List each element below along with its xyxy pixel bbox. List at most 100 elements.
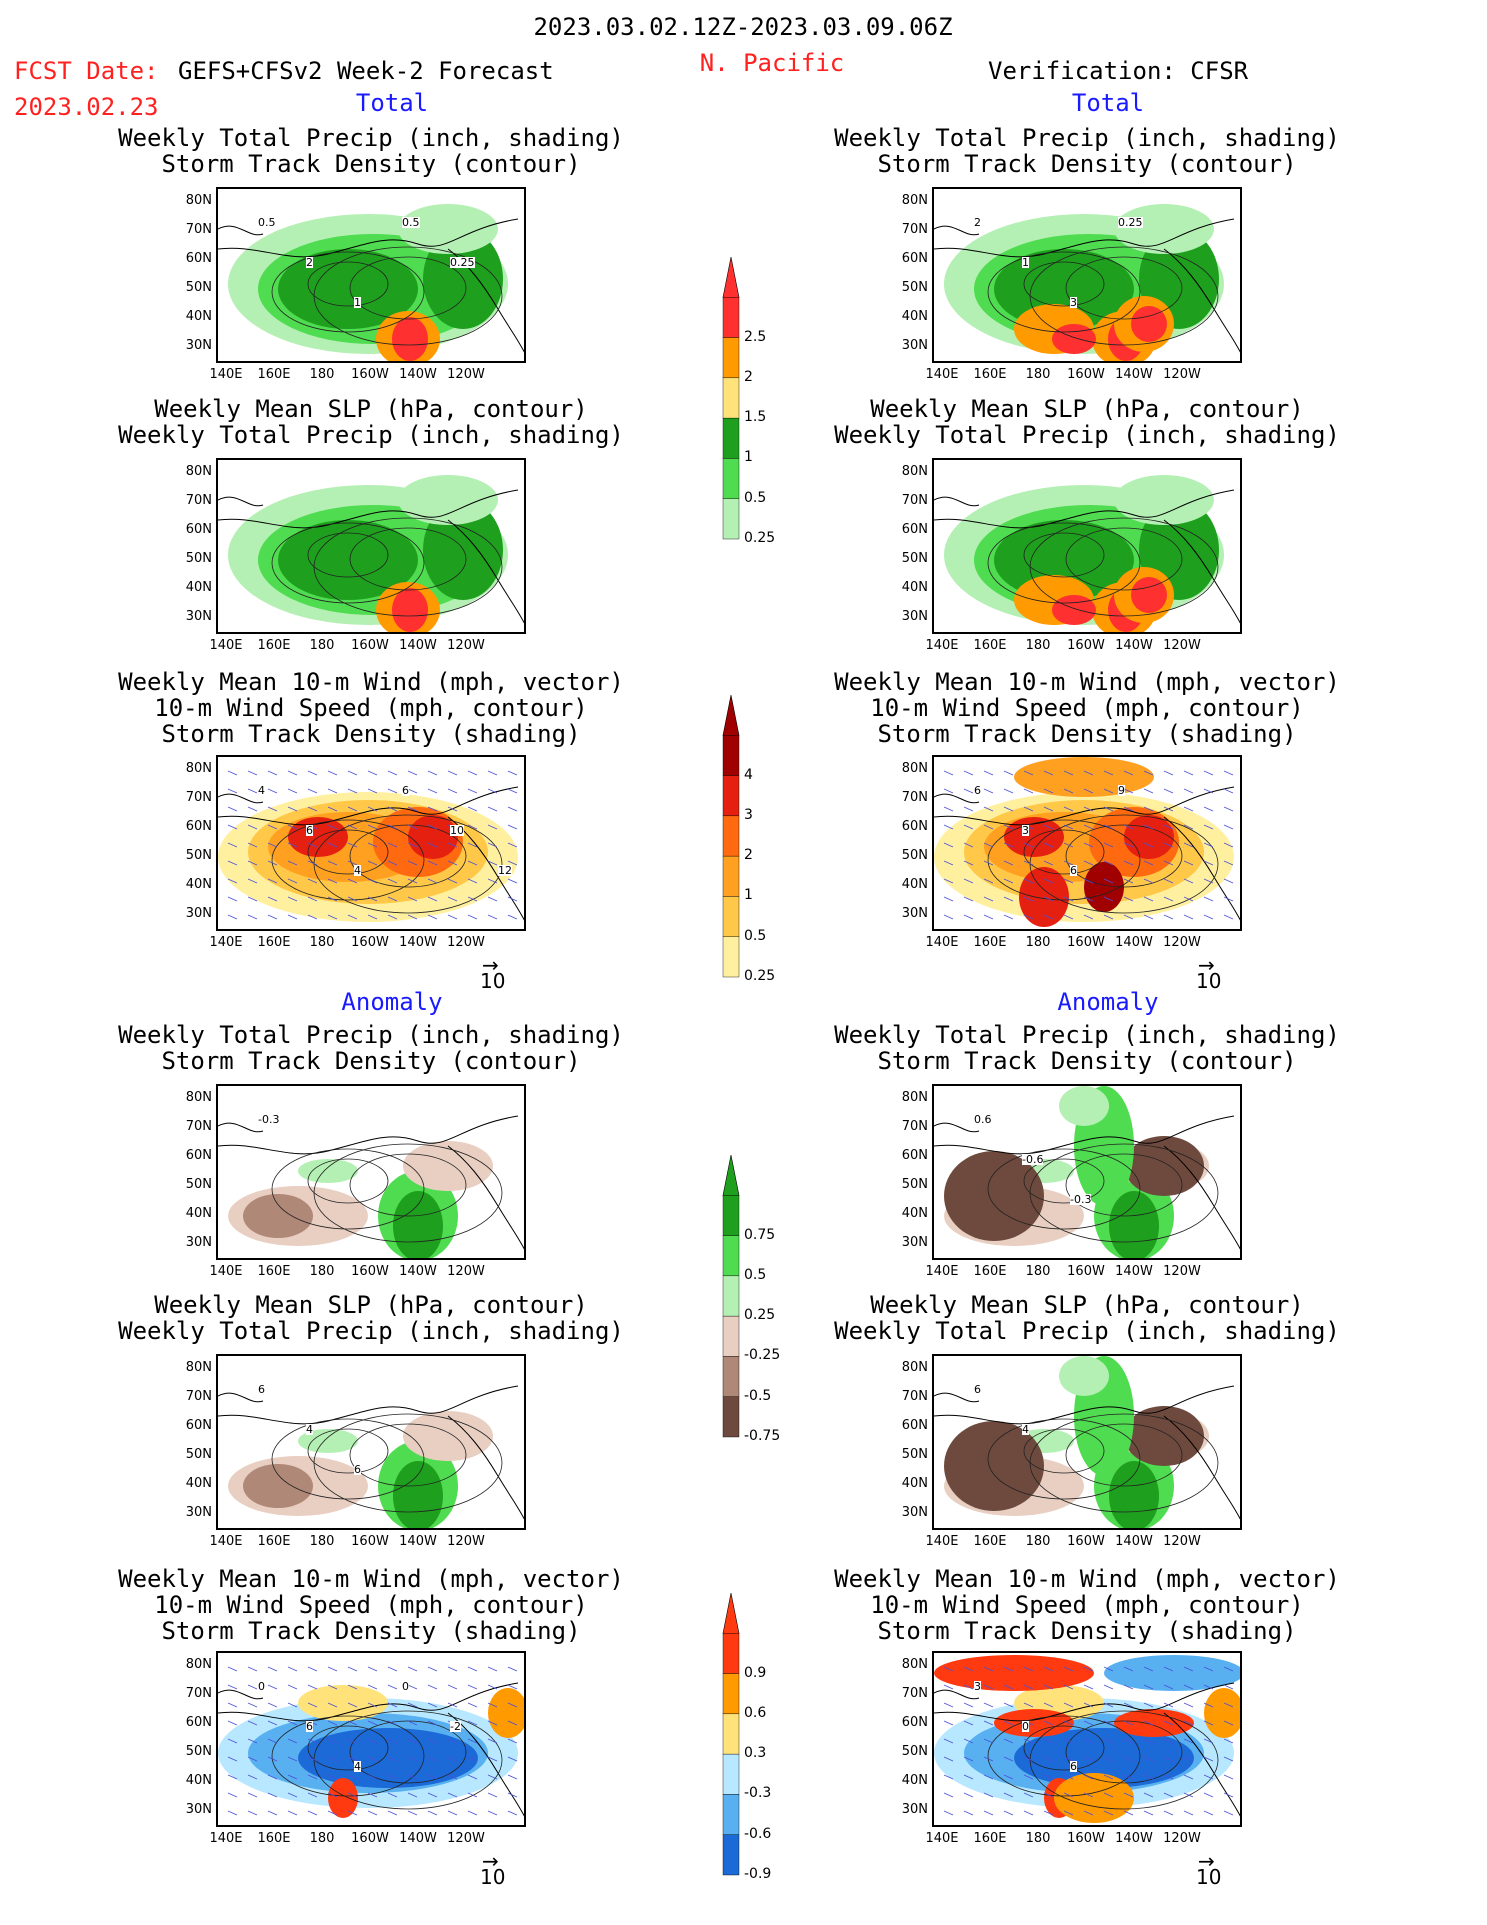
coastline	[218, 225, 264, 236]
wind-vector	[347, 1666, 358, 1672]
wind-vector	[267, 1756, 278, 1762]
period-title: 2023.03.02.12Z-2023.03.09.06Z	[533, 13, 953, 41]
colorbar-label: 0.9	[744, 1664, 767, 1681]
wind-vector	[1123, 878, 1134, 884]
colorbar-label: -0.25	[744, 1347, 781, 1364]
lon-tick-label: 140E	[925, 1831, 959, 1846]
lat-tick-label: 80N	[901, 761, 928, 776]
shading-region	[944, 1421, 1044, 1511]
wind-vector	[1003, 1738, 1014, 1744]
wind-vector	[1103, 842, 1114, 848]
wind-vector	[287, 878, 298, 884]
wind-vector	[287, 788, 298, 794]
lon-tick-label: 180	[1025, 1534, 1051, 1549]
panel-title-line: Weekly Total Precip (inch, shading)	[834, 1021, 1340, 1049]
map-panel: 3 0 6	[932, 1651, 1242, 1827]
wind-vector	[427, 824, 438, 830]
colorbar-label: 2	[744, 847, 753, 864]
wind-vector	[327, 788, 338, 794]
wind-vector	[1063, 914, 1074, 920]
contour-line	[271, 819, 425, 901]
wind-vector	[487, 824, 498, 830]
panel-title-line: 10-m Wind Speed (mph, contour)	[154, 694, 588, 722]
shading-region	[398, 204, 498, 254]
section-total-left: Total	[355, 89, 429, 117]
wind-vector	[347, 770, 358, 776]
wind-vector	[327, 860, 338, 866]
wind-vector	[347, 842, 358, 848]
wind-vector	[427, 1702, 438, 1708]
lat-tick-label: 60N	[901, 251, 928, 266]
wind-vector	[327, 770, 338, 776]
wind-vector	[467, 1684, 478, 1690]
wind-vector	[1183, 914, 1194, 920]
wind-vector	[1063, 1720, 1074, 1726]
lat-tick-label: 30N	[901, 1235, 928, 1250]
lat-tick-label: 50N	[901, 551, 928, 566]
colorbar-label: 0.5	[744, 1266, 767, 1283]
wind-vector	[367, 860, 378, 866]
wind-vector	[1043, 1702, 1054, 1708]
coastline	[934, 1122, 980, 1133]
wind-vector	[247, 842, 258, 848]
wind-vector	[407, 1792, 418, 1798]
lon-tick-label: 120W	[1163, 367, 1201, 382]
wind-vector	[507, 878, 518, 884]
colorbar-label: 4	[744, 766, 753, 783]
lat-tick-label: 70N	[901, 1119, 928, 1134]
wind-vector	[267, 1702, 278, 1708]
wind-vector	[1063, 1666, 1074, 1672]
wind-vector	[507, 1684, 518, 1690]
wind-vector	[327, 878, 338, 884]
wind-vector	[963, 1756, 974, 1762]
lon-tick-label: 180	[309, 638, 335, 653]
wind-vector	[487, 788, 498, 794]
wind-vector	[1143, 1666, 1154, 1672]
lat-tick-label: 30N	[185, 1235, 212, 1250]
wind-vector	[327, 1792, 338, 1798]
wind-vector	[367, 1720, 378, 1726]
wind-vector	[1203, 770, 1214, 776]
map-svg	[934, 1086, 1240, 1258]
lon-tick-label: 120W	[1163, 1534, 1201, 1549]
wind-vector	[1183, 860, 1194, 866]
panel-title-line: Weekly Mean SLP (hPa, contour)	[154, 1291, 588, 1319]
wind-vector	[963, 896, 974, 902]
wind-vector	[1003, 896, 1014, 902]
wind-vector	[507, 1792, 518, 1798]
wind-vector	[1063, 1684, 1074, 1690]
wind-vector	[983, 914, 994, 920]
wind-vector	[387, 896, 398, 902]
wind-vector	[427, 1792, 438, 1798]
lon-tick-label: 180	[1025, 1264, 1051, 1279]
shading-region	[393, 1191, 443, 1258]
wind-vector	[507, 842, 518, 848]
wind-vector	[467, 1702, 478, 1708]
wind-vector	[1103, 1774, 1114, 1780]
wind-vector	[467, 1738, 478, 1744]
wind-vector	[1023, 860, 1034, 866]
wind-vector	[1183, 806, 1194, 812]
shading-region	[1014, 1728, 1194, 1788]
wind-vector	[347, 1774, 358, 1780]
shading-region	[488, 1688, 524, 1738]
wind-vector	[1203, 1738, 1214, 1744]
wind-vector	[287, 770, 298, 776]
map-svg	[218, 1115, 524, 1258]
wind-vector	[1203, 1702, 1214, 1708]
wind-vector	[1163, 1684, 1174, 1690]
wind-vector	[227, 1684, 238, 1690]
map-panel: 6 4 6	[216, 1354, 526, 1530]
wind-vector	[1043, 770, 1054, 776]
contour-line	[271, 1148, 425, 1230]
coastline	[218, 218, 519, 258]
wind-vector	[1103, 1702, 1114, 1708]
coastline	[1163, 519, 1240, 624]
contour-line	[307, 261, 389, 307]
wind-vector	[1103, 896, 1114, 902]
wind-vector	[407, 1720, 418, 1726]
panel-title-line: Storm Track Density (shading)	[877, 720, 1297, 748]
lon-tick-label: 160W	[1067, 1534, 1105, 1549]
lon-tick-label: 160E	[257, 935, 291, 950]
coastline	[218, 489, 519, 529]
